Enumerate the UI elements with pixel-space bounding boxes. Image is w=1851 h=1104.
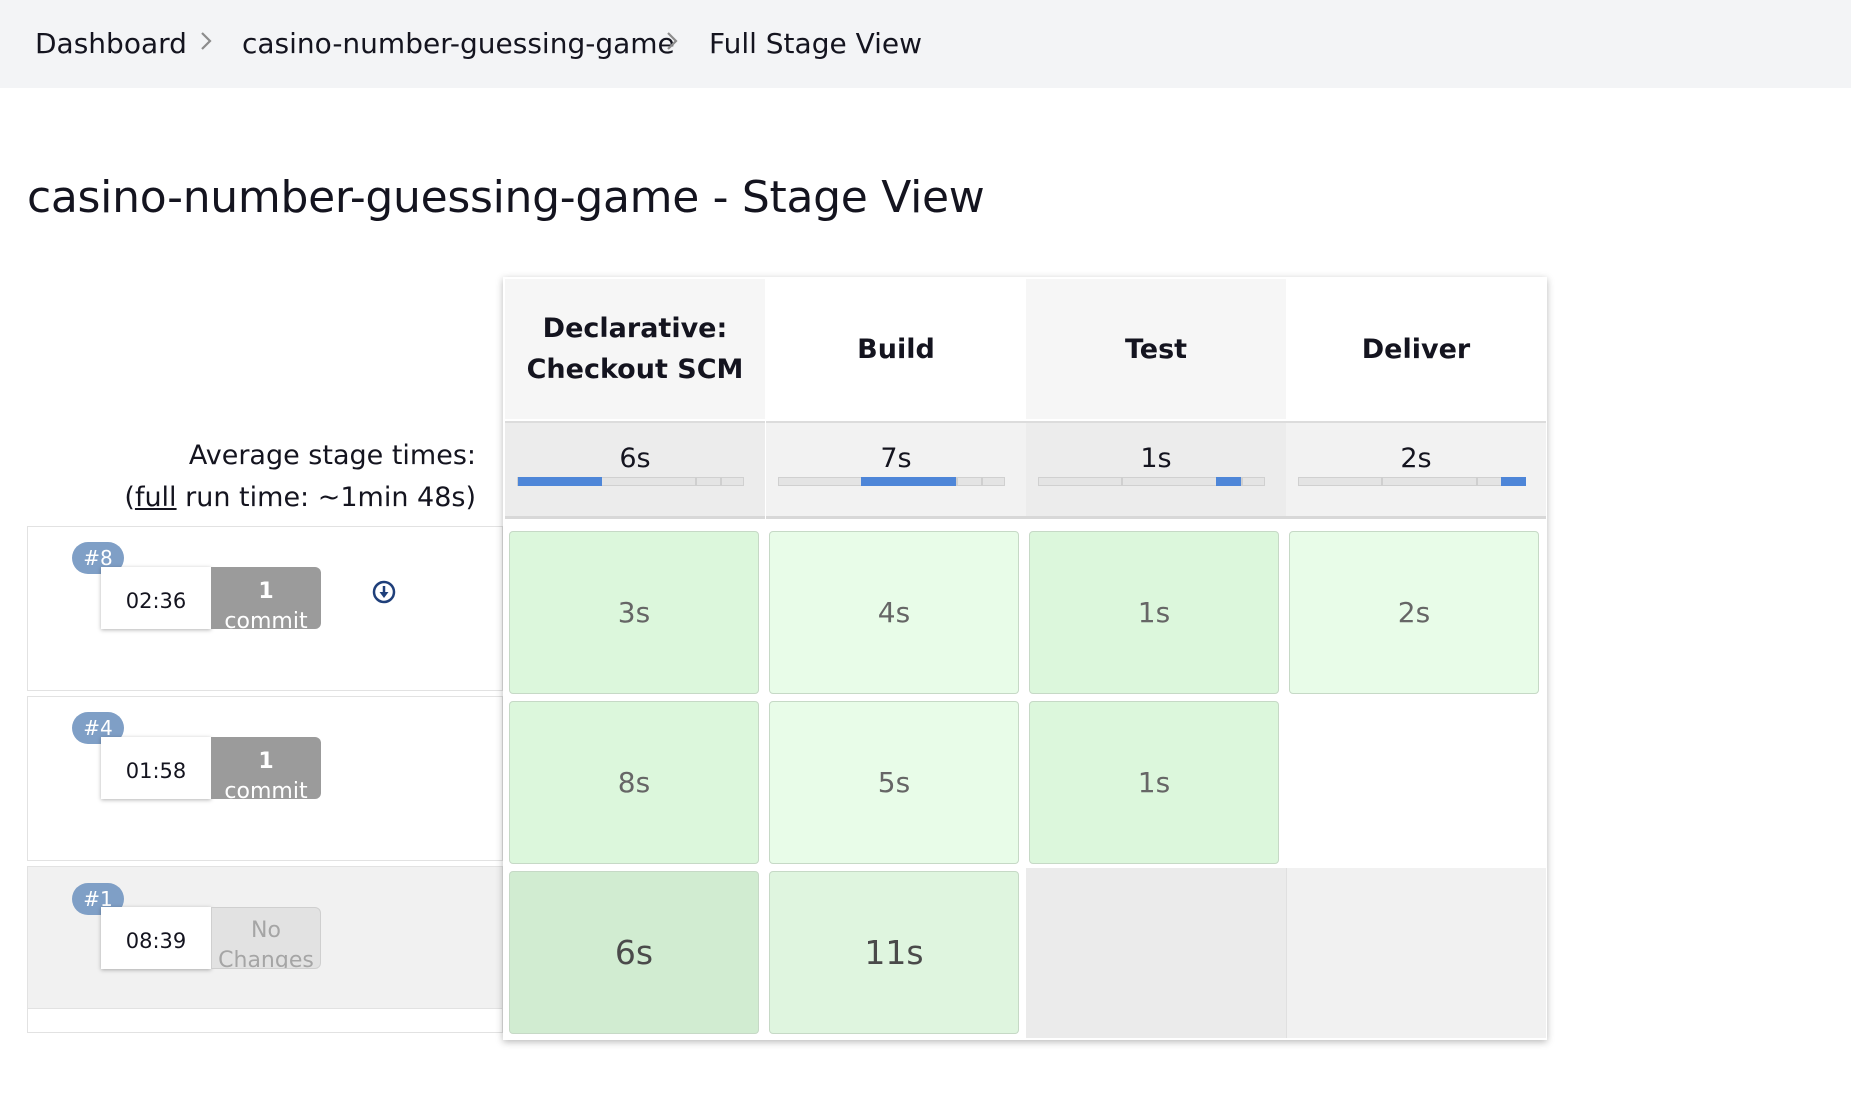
stage-cell[interactable]: 8s [509,701,759,864]
avg-bar-fill [1216,477,1241,486]
avg-time-checkout: 6s [505,421,765,519]
run-row-1: #1 08:39 No Changes [27,866,503,1009]
full-run-time-label: (full run time: ~1min 48s) [124,482,476,513]
run-time: 02:36 [101,567,211,629]
stage-header-build: Build [766,279,1026,419]
empty-stage-cell [1286,697,1546,867]
stage-cell[interactable]: 4s [769,531,1019,694]
avg-bar-fill [861,477,956,486]
stage-cell[interactable]: 1s [1029,701,1279,864]
avg-bar-tick [1241,477,1243,486]
stage-cell[interactable]: 11s [769,871,1019,1034]
avg-time-deliver: 2s [1286,421,1546,519]
no-changes-label: No Changes [211,907,321,969]
changes-button[interactable]: 1 commit [211,567,321,629]
run-time: 08:39 [101,907,211,969]
avg-bar-tick [1476,477,1478,486]
stage-header-checkout: Declarative: Checkout SCM [505,279,765,419]
stage-header-test: Test [1026,279,1286,419]
avg-bar-tick [695,477,697,486]
avg-time-build: 7s [766,421,1026,519]
avg-time-bar [1038,477,1265,486]
avg-bar-fill [518,477,602,486]
avg-time-bar [778,477,1005,486]
avg-time-bar [517,477,744,486]
run-time: 01:58 [101,737,211,799]
page-title: casino-number-guessing-game - Stage View [27,172,985,223]
stage-cell[interactable]: 6s [509,871,759,1034]
changes-button[interactable]: 1 commit [211,737,321,799]
download-icon[interactable] [371,579,397,605]
avg-bar-tick [1121,477,1123,486]
chevron-right-icon [199,26,213,56]
run-row-4: #4 01:58 1 commit [27,696,503,861]
run-list-footer [27,1009,503,1033]
avg-bar-fill [1501,477,1526,486]
avg-time-test: 1s [1026,421,1286,519]
avg-bar-tick [981,477,983,486]
full-run-link[interactable]: full [134,482,177,513]
stage-cell[interactable]: 1s [1029,531,1279,694]
empty-stage-cell [1286,868,1546,1038]
breadcrumb-dashboard[interactable]: Dashboard [35,27,187,60]
empty-stage-cell [1026,868,1286,1038]
avg-bar-tick [956,477,958,486]
stage-cell[interactable]: 2s [1289,531,1539,694]
chevron-right-icon [665,26,679,56]
breadcrumb-job[interactable]: casino-number-guessing-game [242,27,675,60]
avg-time-bar [1298,477,1526,486]
breadcrumb: Dashboard casino-number-guessing-game Fu… [0,0,1851,88]
stage-cell[interactable]: 5s [769,701,1019,864]
stage-table: Declarative: Checkout SCM Build Test Deli… [503,277,1547,1040]
stage-cell[interactable]: 3s [509,531,759,694]
breadcrumb-current[interactable]: Full Stage View [709,27,923,60]
avg-bar-tick [720,477,722,486]
average-stage-times-label: Average stage times: [188,440,476,471]
run-badge[interactable]: #8 [72,542,124,574]
avg-bar-tick [1381,477,1383,486]
run-row-8: #8 02:36 1 commit [27,526,503,691]
stage-header-deliver: Deliver [1286,279,1546,419]
